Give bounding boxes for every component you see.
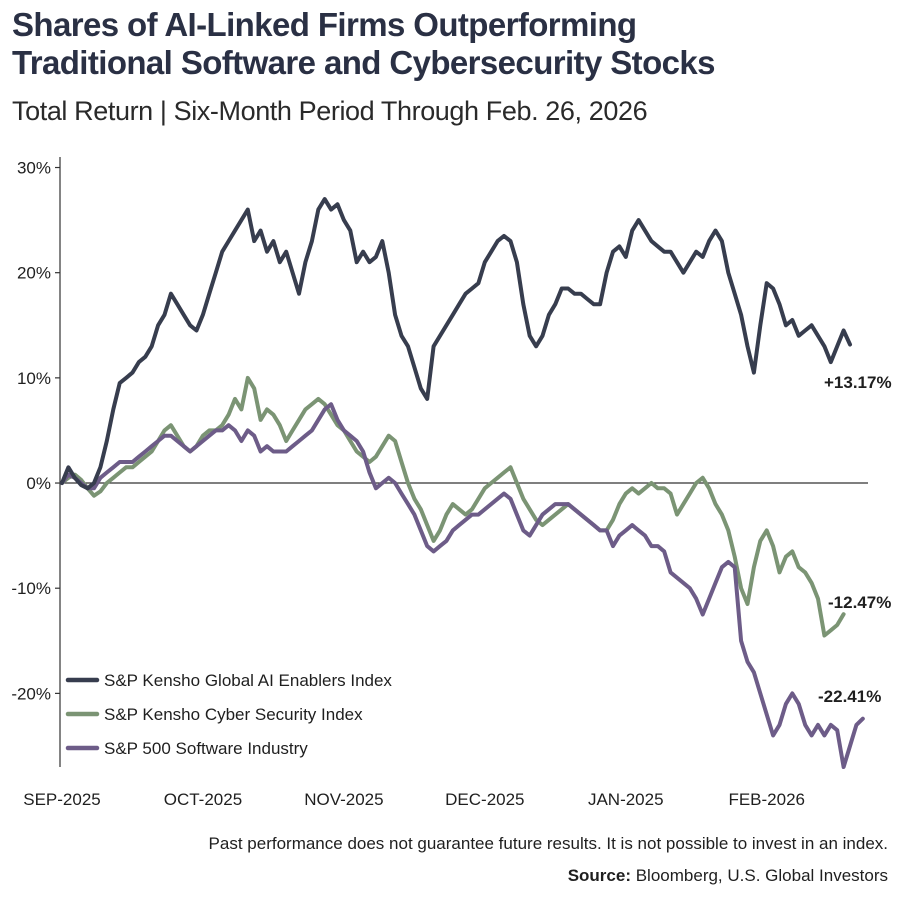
end-label-0: +13.17% [824, 373, 892, 392]
x-tick-label: DEC-2025 [445, 790, 524, 809]
source-note: Source: Bloomberg, U.S. Global Investors [568, 866, 888, 886]
y-tick-label: -10% [11, 579, 51, 598]
legend-label-2: S&P 500 Software Industry [104, 739, 308, 758]
title-line-2: Traditional Software and Cybersecurity S… [12, 44, 715, 81]
x-tick-label: NOV-2025 [304, 790, 383, 809]
legend-label-1: S&P Kensho Cyber Security Index [104, 705, 363, 724]
legend-label-0: S&P Kensho Global AI Enablers Index [104, 671, 392, 690]
end-labels: +13.17% -12.47% -22.41% [818, 373, 892, 706]
x-ticks: SEP-2025 OCT-2025 NOV-2025 DEC-2025 JAN-2025… [23, 790, 805, 809]
series-line-1 [60, 375, 846, 638]
y-tick-label: 30% [17, 159, 51, 178]
chart-title: Shares of AI-Linked Firms Outperforming … [12, 6, 715, 82]
x-tick-label: SEP-2025 [23, 790, 101, 809]
x-tick-label: FEB-2026 [728, 790, 805, 809]
chart-subtitle: Total Return | Six-Month Period Through … [12, 96, 648, 126]
series-line-2 [60, 402, 865, 769]
y-ticks: 30% 20% 10% 0% -10% -20% [11, 159, 60, 703]
series-lines [60, 197, 865, 769]
y-tick-label: -20% [11, 684, 51, 703]
disclaimer-text: Past performance does not guarantee futu… [208, 834, 888, 853]
end-label-1: -12.47% [828, 593, 891, 612]
x-tick-label: JAN-2025 [588, 790, 664, 809]
source-label: Source: [567, 866, 631, 885]
y-tick-label: 20% [17, 264, 51, 283]
title-line-1: Shares of AI-Linked Firms Outperforming [12, 6, 637, 43]
y-tick-label: 0% [26, 474, 51, 493]
x-tick-label: OCT-2025 [164, 790, 242, 809]
legend: S&P Kensho Global AI Enablers Index S&P K… [65, 671, 392, 758]
end-label-2: -22.41% [818, 687, 881, 706]
source-text: Bloomberg, U.S. Global Investors [635, 866, 888, 885]
axes [59, 157, 868, 767]
y-tick-label: 10% [17, 369, 51, 388]
series-line-0 [60, 197, 852, 491]
